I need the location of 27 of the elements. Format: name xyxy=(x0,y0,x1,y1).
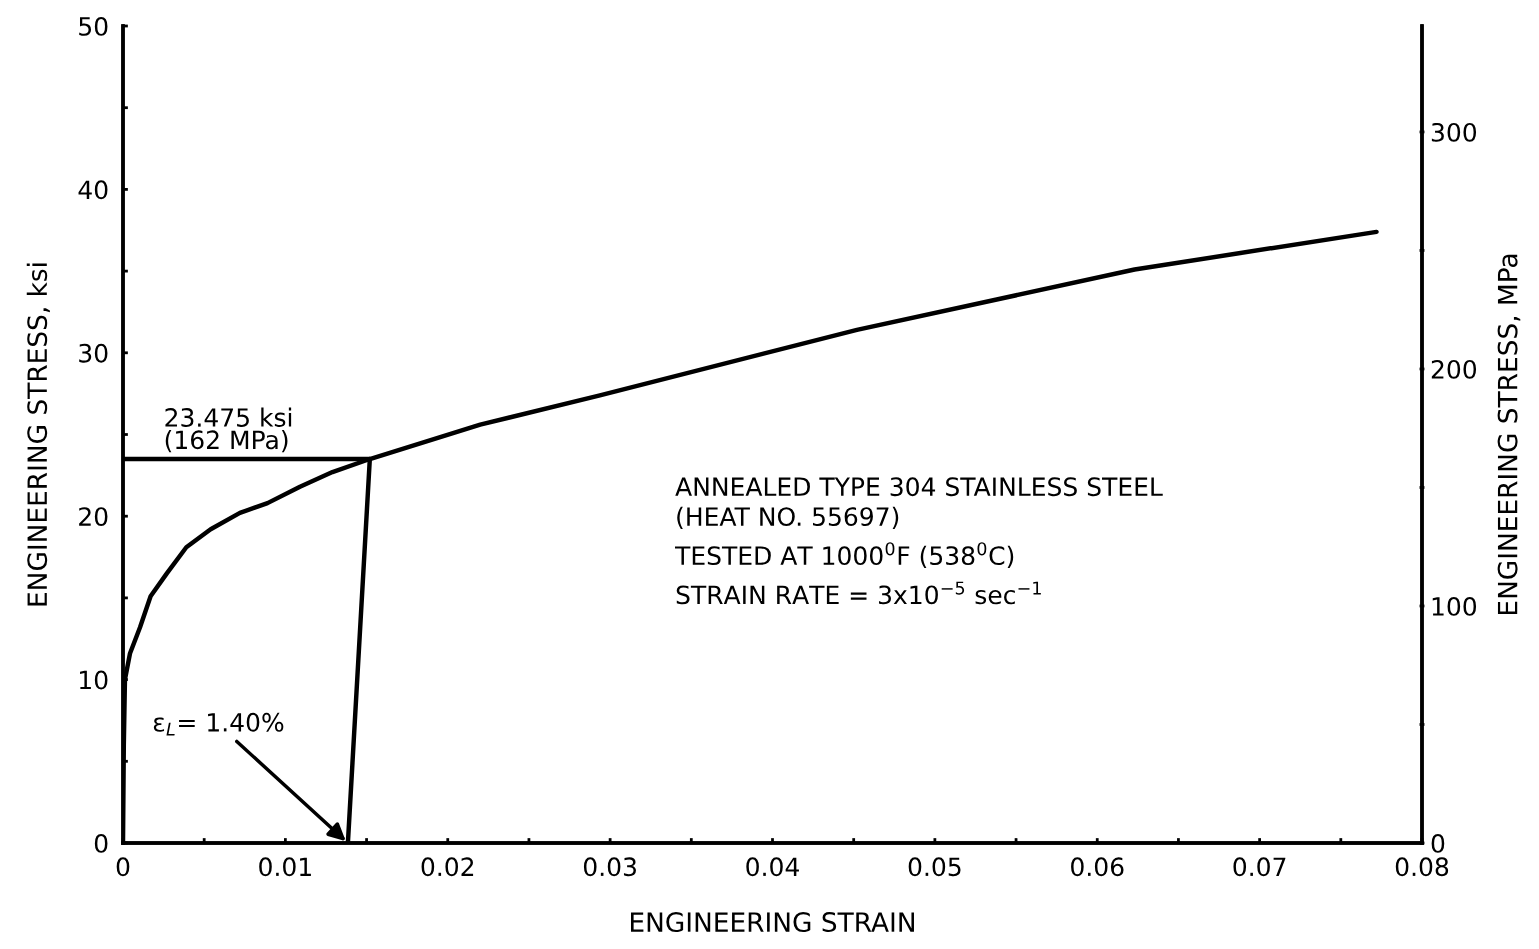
x-tick-label: 0.05 xyxy=(908,857,961,877)
annotation: STRAIN RATE = 3x10$^{−5}$ sec$^{−1}$ xyxy=(676,581,1041,605)
y-tick-label: 40 xyxy=(78,180,108,200)
y-tick-label: 30 xyxy=(79,343,108,363)
annotation: TESTED AT 1000$^{0}$F (538$^{0}$C) xyxy=(675,542,1014,569)
y-tick-label: 50 xyxy=(79,16,108,36)
y-tick-label: 20 xyxy=(79,507,108,527)
annotation: ε$_{L}$= 1.40% xyxy=(153,712,284,736)
y2-tick-label: 0 xyxy=(1431,833,1445,853)
y-axis-title: ENGINEERING STRESS, ksi xyxy=(26,263,50,606)
x-tick-label: 0.03 xyxy=(583,857,636,877)
x-tick-label: 0.04 xyxy=(746,857,799,877)
y2-tick-label: 300 xyxy=(1431,122,1477,142)
annotation: ANNEALED TYPE 304 STAINLESS STEEL (HEAT NO. 55697) xyxy=(675,477,1163,529)
y2-axis-title: ENGINEERING STRESS, MPa xyxy=(1497,254,1521,615)
x-tick-label: 0.07 xyxy=(1233,857,1286,877)
y2-tick-label: 100 xyxy=(1432,596,1477,616)
x-tick-label: 0.01 xyxy=(259,857,311,877)
x-tick-label: 0.06 xyxy=(1071,857,1124,877)
y2-tick-label: 200 xyxy=(1431,359,1477,379)
x-tick-label: 0.08 xyxy=(1395,857,1449,877)
x-tick-label: 0.02 xyxy=(421,857,474,877)
x-tick-label: 0 xyxy=(116,857,130,877)
y-tick-label: 0 xyxy=(94,833,108,853)
x-axis-title: ENGINEERING STRAIN xyxy=(631,912,914,933)
y-tick-label: 10 xyxy=(80,670,108,690)
annotation: 23.475 ksi (162 MPa) xyxy=(165,407,292,453)
